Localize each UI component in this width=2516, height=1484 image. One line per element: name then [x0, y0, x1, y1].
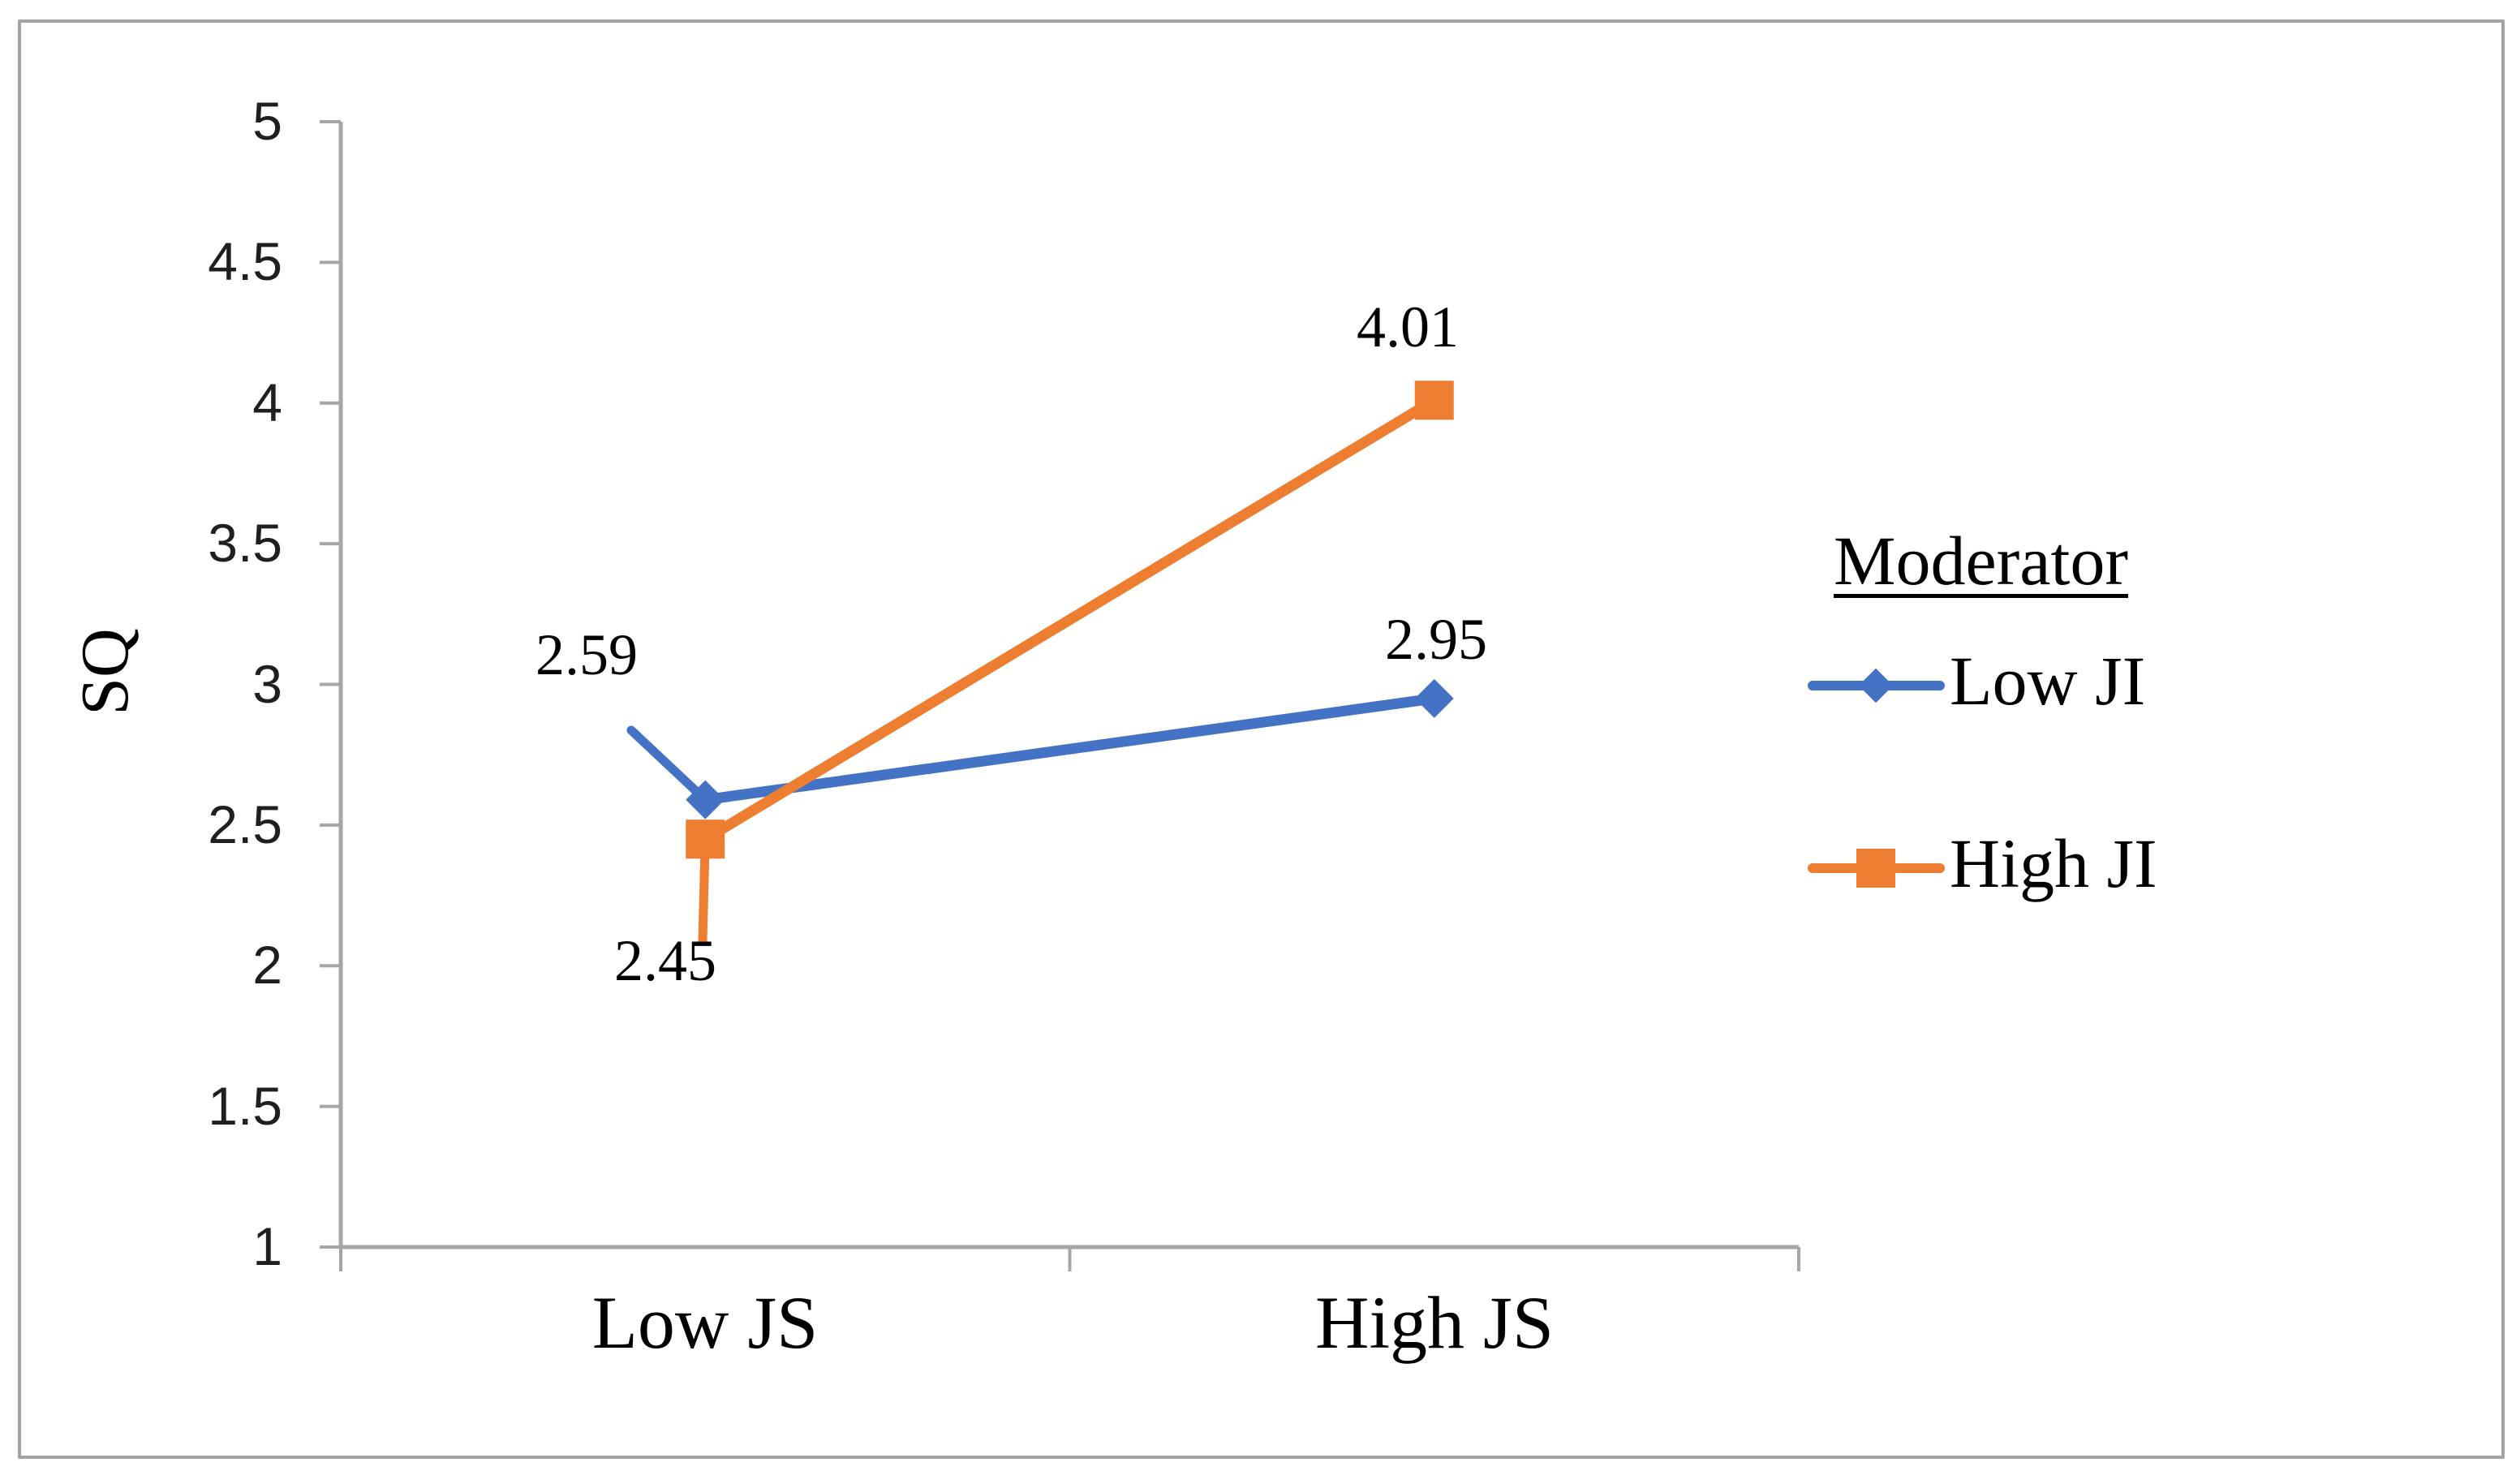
x-category-label-low-js: Low JS — [591, 1281, 819, 1364]
data-label-leader-line — [626, 725, 710, 805]
legend-label-high-ji: High JI — [1950, 824, 2157, 902]
y-tick-label: 1 — [252, 1216, 282, 1276]
data-label-highji-highjs: 4.01 — [1357, 295, 1459, 359]
series-line-0 — [704, 693, 1435, 806]
data-label-lowji-lowjs: 2.59 — [535, 622, 638, 687]
y-tick-label: 1.5 — [208, 1075, 282, 1136]
series-line-1 — [702, 395, 1438, 844]
y-tick-label: 3.5 — [208, 513, 282, 574]
y-axis-title: SQ — [67, 628, 143, 716]
figure-frame — [18, 19, 2505, 1459]
square-marker-icon — [686, 819, 725, 859]
y-tick-label: 4 — [252, 372, 282, 432]
diamond-marker-icon — [686, 780, 725, 819]
legend-square-marker-icon — [1856, 849, 1895, 888]
square-marker-icon — [1414, 381, 1454, 420]
diamond-marker-icon — [1414, 678, 1454, 718]
y-tick-label: 3 — [252, 653, 282, 714]
y-tick-label: 2 — [252, 935, 282, 996]
data-label-lowji-highjs: 2.95 — [1385, 607, 1487, 672]
x-category-label-high-js: High JS — [1315, 1281, 1554, 1364]
legend-label-low-ji: Low JI — [1950, 642, 2146, 720]
y-tick-label: 5 — [252, 91, 282, 151]
y-tick-label: 2.5 — [208, 794, 282, 854]
data-label-highji-lowjs: 2.45 — [614, 928, 716, 993]
legend-title: Moderator — [1834, 522, 2128, 600]
y-tick-label: 4.5 — [208, 231, 282, 292]
